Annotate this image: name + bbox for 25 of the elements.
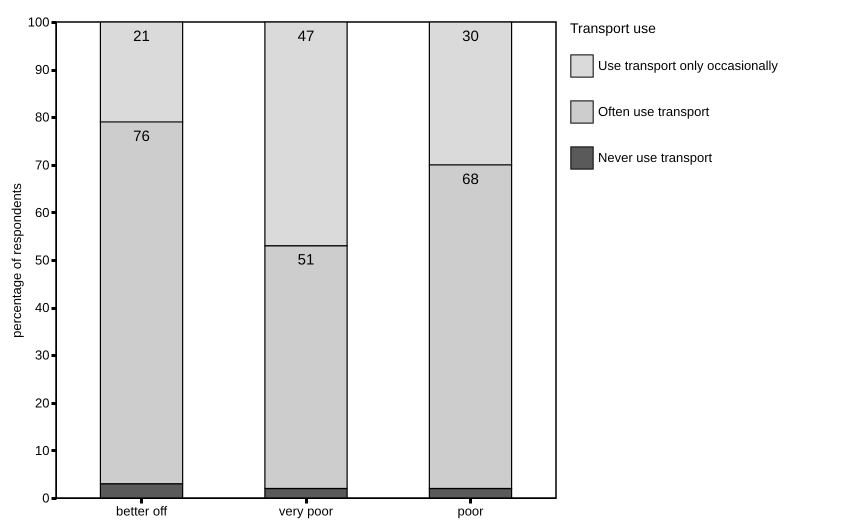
x-tick-label: poor (457, 504, 484, 518)
y-tick-label: 40 (35, 300, 50, 316)
data-label: 51 (298, 252, 314, 269)
y-tick-label: 70 (35, 157, 50, 172)
y-tick-label: 90 (35, 62, 50, 78)
data-label: 21 (133, 28, 150, 45)
y-tick-label: 30 (35, 348, 50, 363)
y-tick-label: 0 (42, 490, 50, 506)
legend-label: Never use transport (598, 150, 713, 165)
y-tick-label: 50 (35, 252, 50, 268)
y-tick-label: 80 (35, 110, 50, 125)
y-tick-label: 20 (35, 395, 50, 410)
legend-label: Often use transport (598, 104, 710, 119)
legend-title: Transport use (570, 20, 656, 36)
legend-label: Use transport only occasionally (598, 58, 778, 73)
data-label: 76 (133, 128, 150, 145)
y-tick-label: 60 (35, 204, 50, 220)
data-label: 30 (462, 28, 479, 45)
data-label: 47 (298, 28, 314, 45)
y-axis-title: percentage of respondents (8, 182, 24, 338)
data-label: 68 (462, 170, 479, 188)
x-tick-label: very poor (278, 504, 334, 518)
y-tick-label: 100 (28, 14, 50, 30)
x-tick-label: better off (116, 504, 168, 518)
y-tick-label: 10 (35, 442, 50, 458)
